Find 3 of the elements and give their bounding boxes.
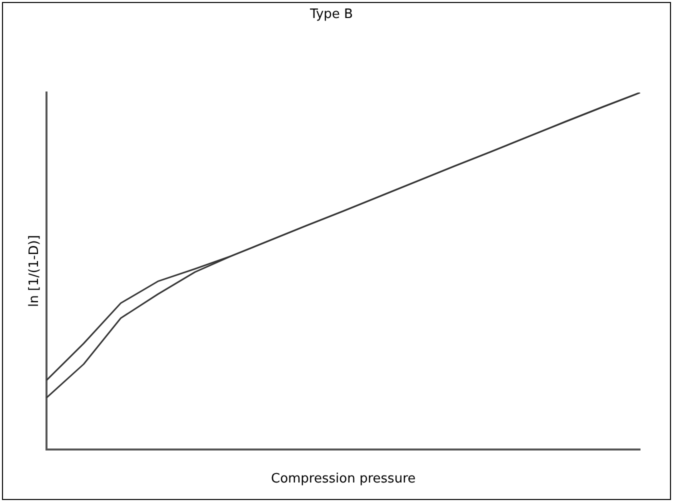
chart-title: Type B	[309, 7, 353, 22]
x-axis-title: Compression pressure	[270, 472, 416, 487]
y-axis-title: ln [1/(1-D)]	[27, 235, 42, 307]
